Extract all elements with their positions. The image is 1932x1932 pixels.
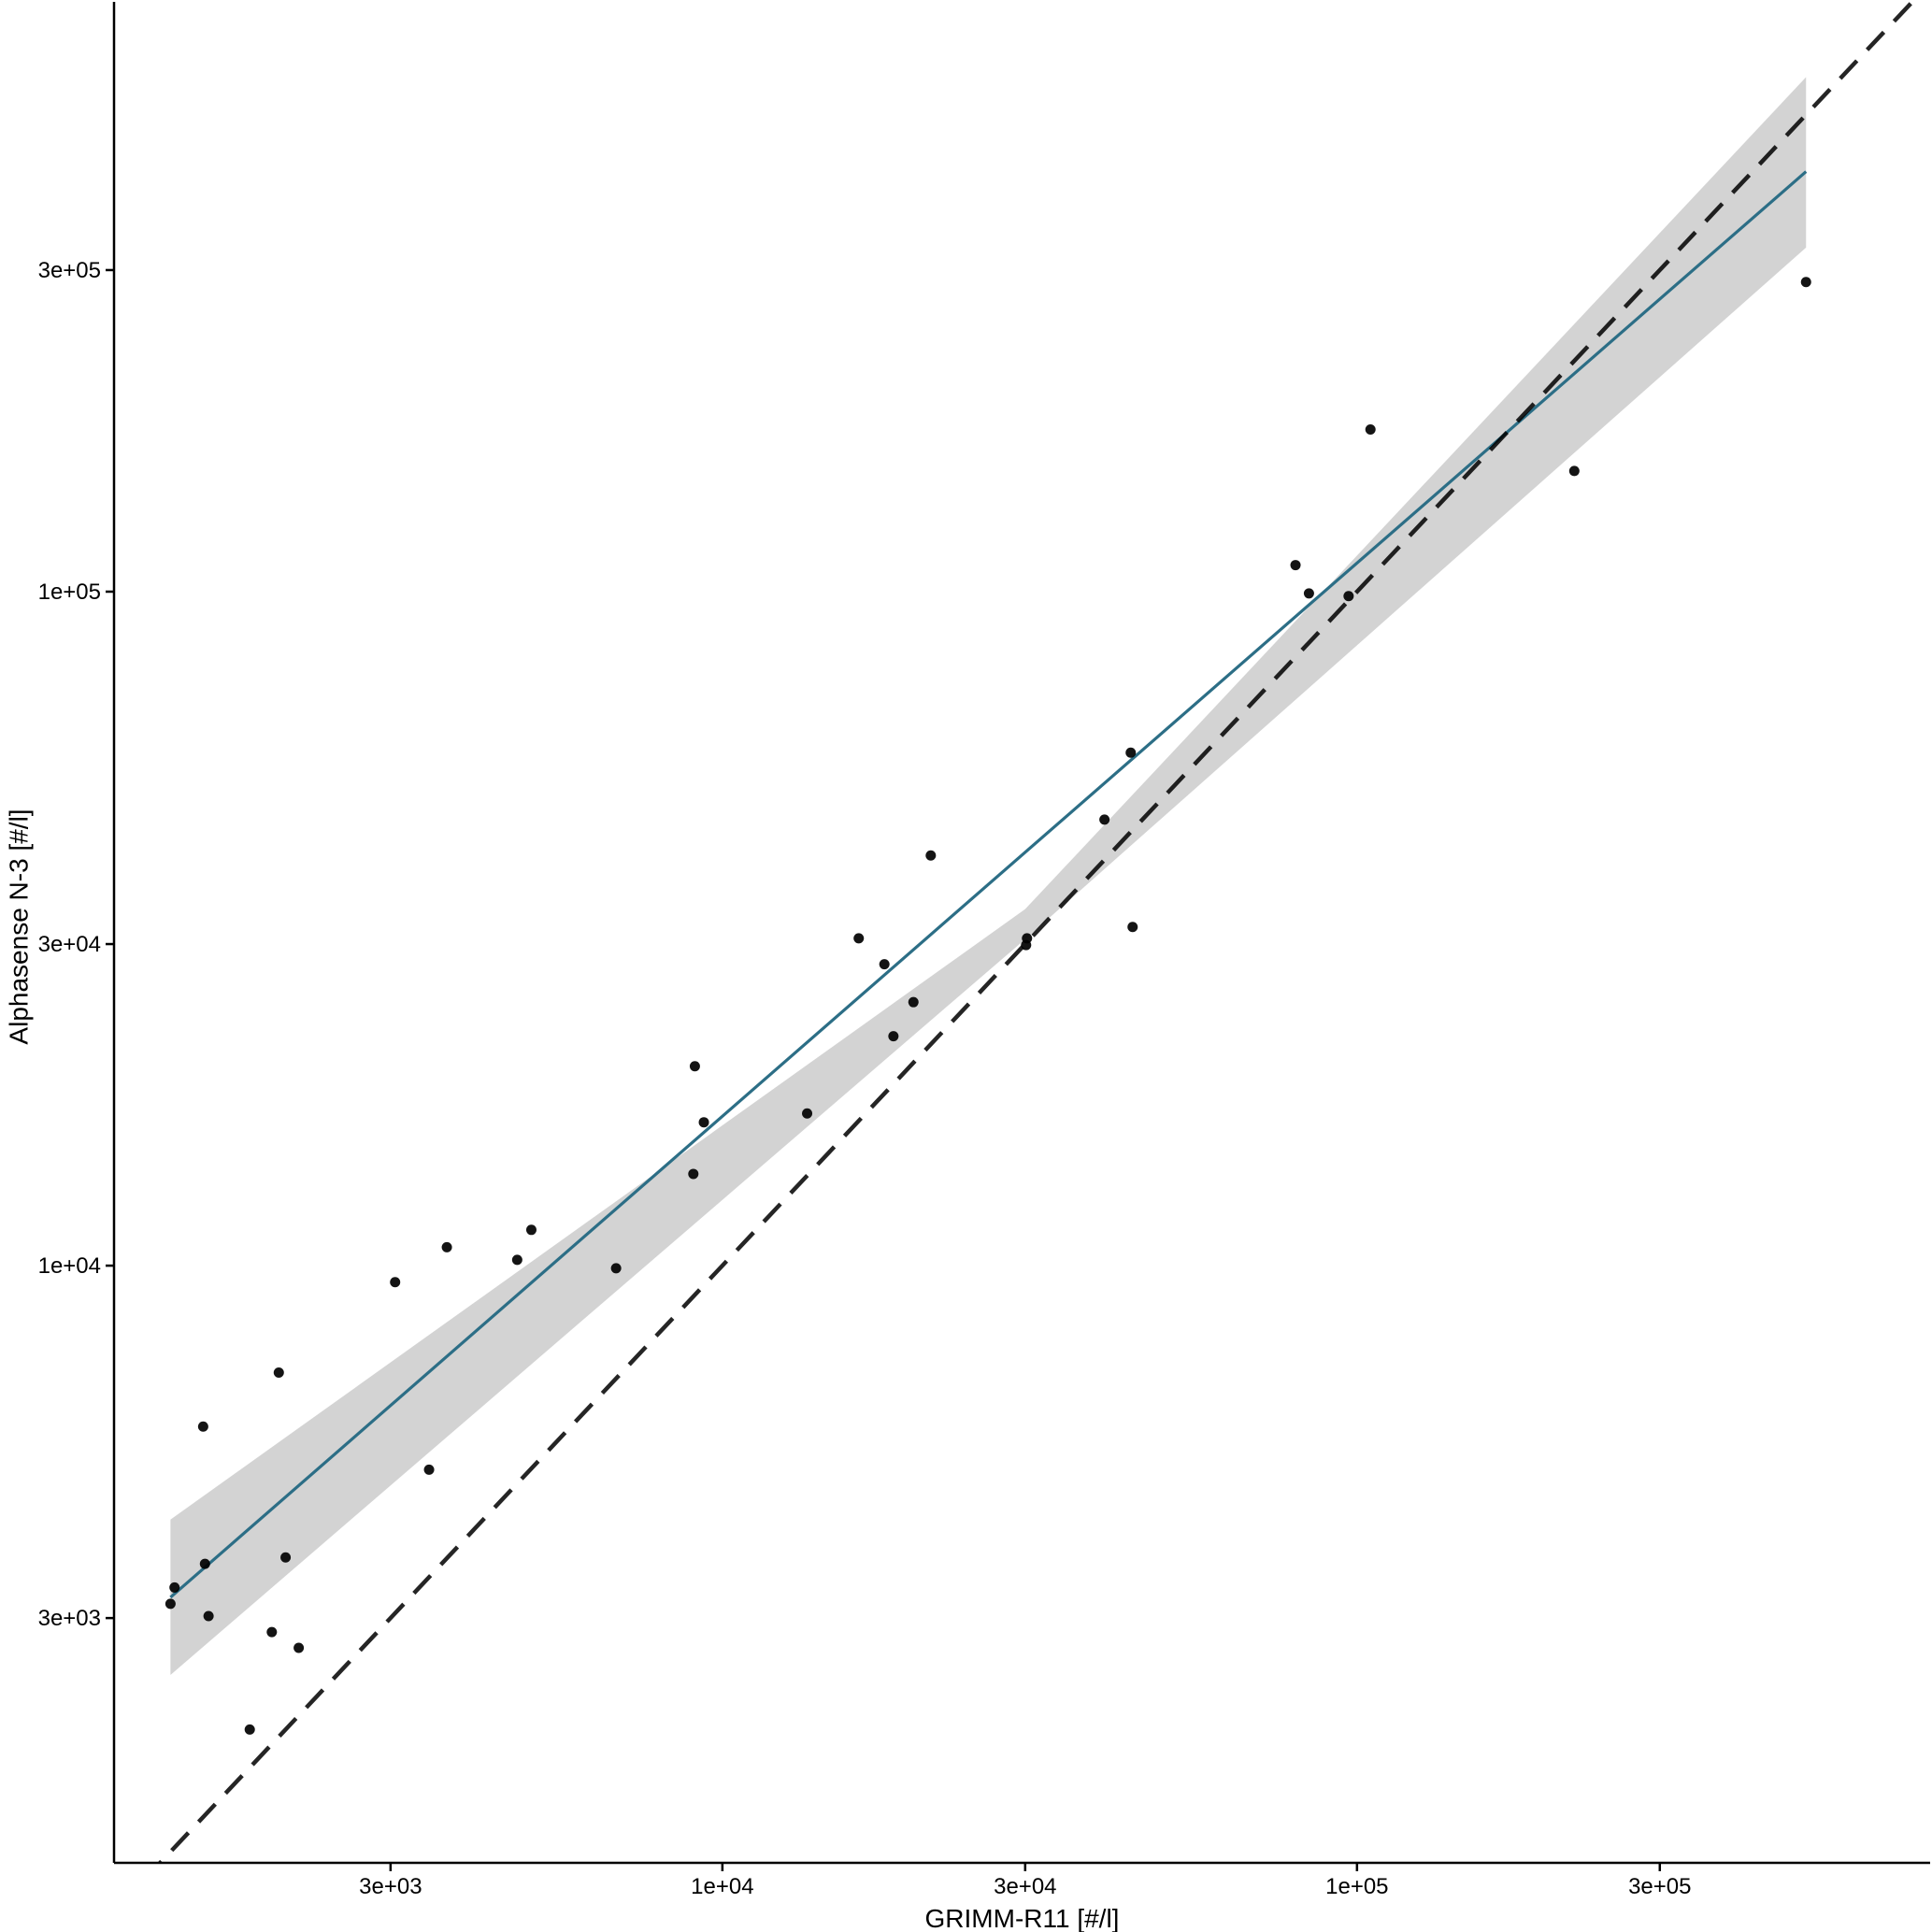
data-point	[689, 1061, 700, 1072]
data-point	[802, 1108, 813, 1119]
x-tick-label: 1e+05	[1325, 1874, 1388, 1899]
x-axis-title: GRIMM-R11 [#/l]	[925, 1904, 1120, 1932]
data-point	[266, 1626, 278, 1638]
confidence-band	[170, 77, 1807, 1675]
data-point	[199, 1558, 210, 1569]
y-tick-label: 3e+05	[38, 258, 101, 283]
data-point	[203, 1610, 214, 1622]
y-axis-ticks: 3e+03 1e+04 3e+04 1e+05 3e+05	[38, 258, 114, 1631]
data-point	[273, 1367, 284, 1378]
data-point	[925, 850, 937, 861]
data-point	[1125, 747, 1137, 758]
data-point	[853, 933, 865, 944]
identity-line-layer	[157, 2, 1916, 1863]
data-point	[390, 1277, 401, 1288]
data-point	[698, 1117, 709, 1128]
confidence-band-layer	[170, 77, 1807, 1675]
x-axis-ticks: 3e+03 1e+04 3e+04 1e+05 3e+05	[359, 1863, 1691, 1899]
y-tick-label: 3e+03	[38, 1606, 101, 1631]
data-point	[280, 1552, 292, 1563]
data-point	[688, 1168, 699, 1180]
data-point	[197, 1421, 208, 1432]
data-point	[1800, 277, 1811, 288]
regression-line-layer	[169, 170, 1808, 1599]
data-point	[1303, 588, 1314, 599]
data-point	[423, 1464, 435, 1475]
data-point	[1365, 424, 1376, 436]
x-tick-label: 3e+05	[1628, 1874, 1691, 1899]
data-point	[293, 1642, 305, 1653]
y-tick-label: 1e+05	[38, 580, 101, 605]
axes	[112, 2, 1930, 1865]
data-point	[1021, 939, 1032, 951]
data-point	[441, 1241, 452, 1252]
data-point	[1127, 922, 1138, 933]
x-tick-label: 3e+04	[994, 1874, 1056, 1899]
data-point	[879, 959, 890, 970]
data-point	[1099, 814, 1110, 825]
x-tick-label: 3e+03	[359, 1874, 422, 1899]
data-point	[165, 1598, 176, 1610]
data-point	[610, 1263, 622, 1274]
y-axis-title: Alphasense N-3 [#/l]	[4, 809, 33, 1044]
data-points-layer	[165, 277, 1811, 1735]
data-point	[244, 1724, 255, 1735]
regression-line	[169, 170, 1808, 1599]
data-point	[525, 1224, 537, 1236]
x-tick-label: 1e+04	[691, 1874, 753, 1899]
y-tick-label: 3e+04	[38, 932, 101, 957]
identity-line	[157, 2, 1916, 1863]
data-point	[1343, 591, 1354, 602]
data-point	[169, 1581, 180, 1593]
data-point	[888, 1031, 899, 1042]
data-point	[1568, 465, 1580, 477]
y-tick-label: 1e+04	[38, 1253, 101, 1279]
data-point	[511, 1254, 522, 1266]
data-point	[1290, 560, 1301, 571]
data-point	[908, 996, 919, 1008]
